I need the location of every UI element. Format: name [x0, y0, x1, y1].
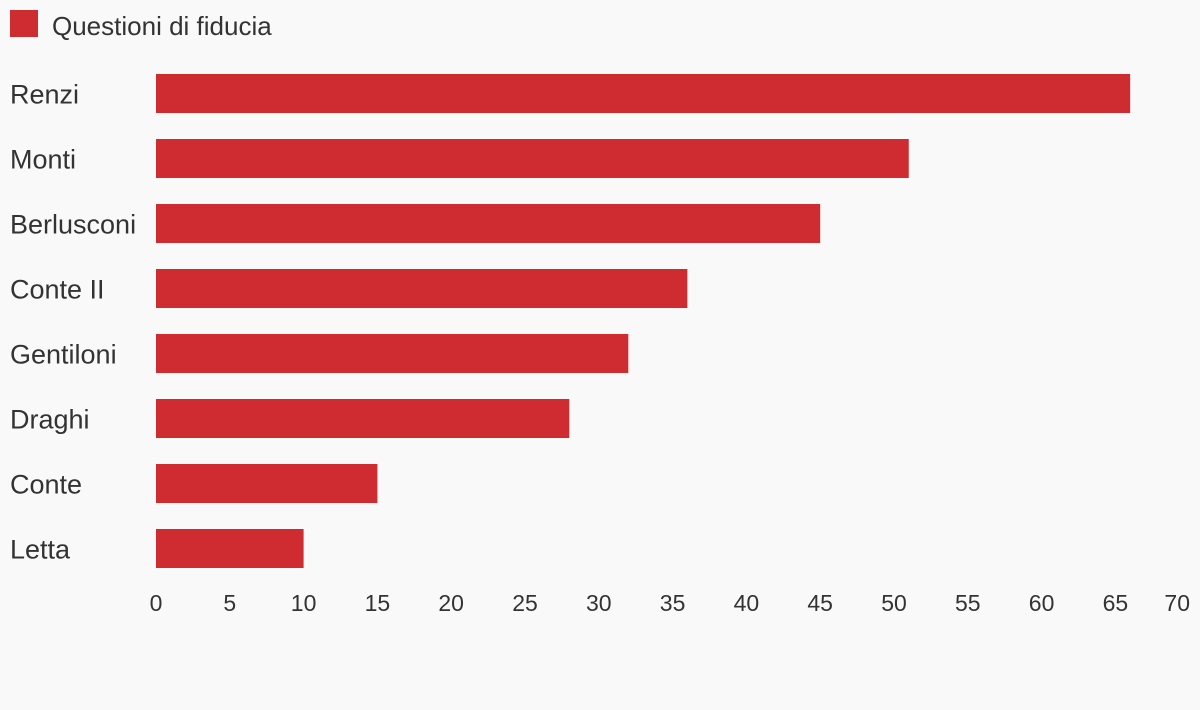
category-label: Conte: [10, 470, 82, 500]
legend-label: Questioni di fiducia: [52, 11, 272, 41]
category-label: Renzi: [10, 80, 79, 110]
category-label: Gentiloni: [10, 340, 117, 370]
bars-group: [156, 74, 1131, 568]
category-label: Berlusconi: [10, 210, 136, 240]
bar-renzi: [156, 74, 1131, 113]
x-tick-label: 35: [660, 590, 686, 616]
chart-legend: Questioni di fiducia: [10, 10, 272, 41]
bar-conte: [156, 464, 378, 503]
category-labels: Renzi Monti Berlusconi Conte II Gentiloni Dra…: [10, 80, 136, 565]
x-tick-label: 0: [150, 590, 163, 616]
x-tick-label: 55: [955, 590, 981, 616]
legend-swatch: [10, 10, 38, 37]
bar-draghi: [156, 399, 570, 438]
bar-monti: [156, 139, 909, 178]
x-tick-label: 60: [1029, 590, 1055, 616]
x-tick-label: 25: [512, 590, 538, 616]
category-label: Monti: [10, 145, 76, 175]
x-tick-label: 20: [438, 590, 464, 616]
x-tick-label: 40: [734, 590, 760, 616]
x-tick-label: 45: [807, 590, 833, 616]
bar-conte-ii: [156, 269, 688, 308]
x-tick-label: 65: [1103, 590, 1129, 616]
category-label: Draghi: [10, 405, 90, 435]
x-tick-label: 70: [1164, 590, 1190, 616]
bar-letta: [156, 529, 304, 568]
x-tick-label: 50: [881, 590, 907, 616]
x-tick-label: 15: [365, 590, 391, 616]
x-tick-label: 30: [586, 590, 612, 616]
category-label: Letta: [10, 535, 71, 565]
bar-gentiloni: [156, 334, 629, 373]
category-label: Conte II: [10, 275, 105, 305]
x-axis: 0 5 10 15 20 25 30 35 40 45 50 55 60 65 70: [150, 590, 1190, 616]
x-tick-label: 10: [291, 590, 317, 616]
bar-berlusconi: [156, 204, 821, 243]
x-tick-label: 5: [223, 590, 236, 616]
